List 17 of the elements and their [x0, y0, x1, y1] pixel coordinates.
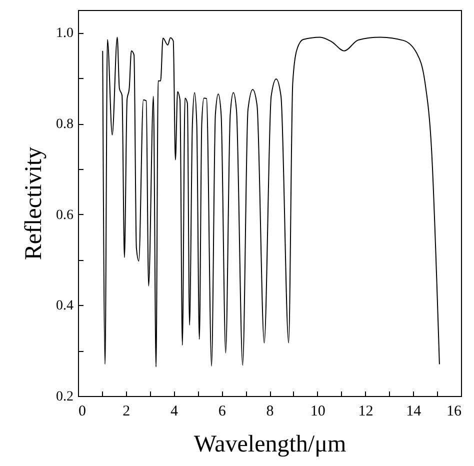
x-tick-label: 2 [122, 404, 130, 420]
x-tick-label: 4 [170, 404, 178, 420]
y-tick-label: 0.6 [56, 208, 74, 223]
x-tick-label: 0 [78, 404, 86, 420]
y-tick-label: 0.8 [56, 117, 74, 132]
y-tick-label: 1.0 [56, 26, 74, 42]
y-axis-title: Reflectivity [21, 146, 47, 260]
x-tick-label: 6 [218, 404, 226, 420]
x-tick-label: 10 [310, 404, 326, 420]
y-tick-label: 0.2 [56, 390, 74, 404]
x-tick-label: 14 [406, 404, 422, 420]
x-axis-title: Wavelength/μm [194, 432, 346, 458]
line-series [102, 36, 440, 368]
y-tick-label: 0.4 [56, 298, 74, 314]
x-tick-label: 12 [358, 404, 374, 420]
x-tick-label: 8 [266, 404, 274, 420]
x-tick-label: 16 [446, 404, 462, 420]
